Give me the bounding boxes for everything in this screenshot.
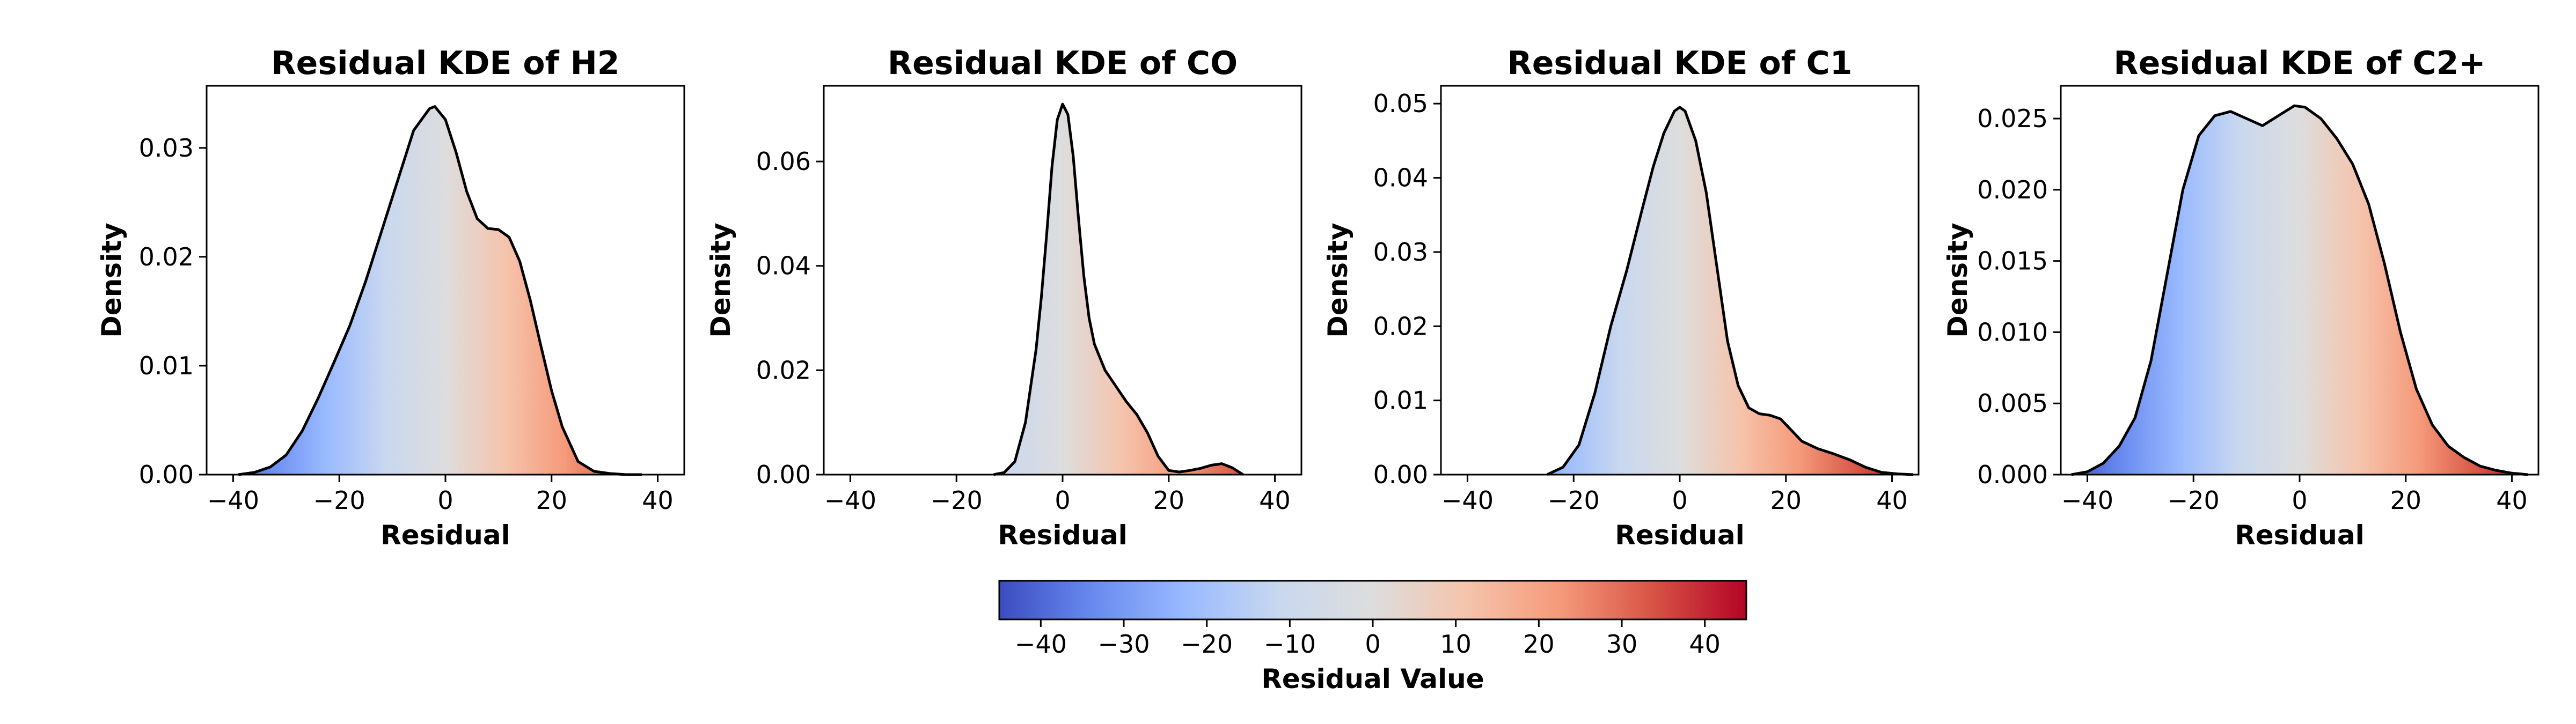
y-tick-label: 0.000	[1977, 460, 2048, 489]
x-tick-label: −40	[2061, 486, 2113, 515]
colorbar-gradient	[999, 581, 1746, 619]
colorbar-tick-label: −30	[1097, 630, 1150, 659]
kde-area	[1547, 107, 1914, 475]
y-tick-label: 0.01	[1373, 386, 1428, 415]
y-tick-label: 0.06	[756, 147, 811, 176]
kde-curve	[238, 105, 642, 476]
x-tick-label: 40	[2496, 486, 2528, 515]
kde-curve	[993, 102, 1244, 476]
y-tick-label: 0.015	[1977, 247, 2048, 276]
x-tick-label: −40	[207, 486, 259, 515]
x-tick-label: 20	[1153, 486, 1185, 515]
colorbar-tick-label: −20	[1181, 630, 1233, 659]
colorbar-tick-label: 30	[1606, 630, 1638, 659]
y-tick-label: 0.00	[756, 460, 811, 489]
y-axis-label: Density	[1942, 223, 1973, 337]
y-tick-label: 0.05	[1373, 89, 1428, 118]
y-tick-label: 0.02	[139, 242, 194, 271]
kde-curve	[2071, 104, 2528, 476]
y-axis-label: Density	[1322, 223, 1353, 337]
y-tick-label: 0.04	[756, 252, 811, 280]
colorbar-tick-label: 20	[1523, 630, 1555, 659]
y-axis-label: Density	[96, 223, 127, 337]
y-tick-label: 0.03	[1373, 238, 1428, 267]
x-tick-label: 40	[1259, 486, 1291, 515]
x-tick-label: −40	[824, 486, 876, 515]
y-tick-label: 0.02	[756, 356, 811, 385]
x-tick-label: 0	[1672, 486, 1687, 515]
y-axis-label: Density	[705, 223, 736, 337]
kde-panel-1: −40 −20 0 20 40 0.00 0.01 0.02 0.03 Residual KDE …	[96, 45, 685, 551]
kde-curve	[1546, 106, 1914, 476]
colorbar-tick-label: 40	[1689, 630, 1721, 659]
x-tick-label: −20	[1548, 486, 1600, 515]
kde-panel-3: −40 −20 0 20 40 0.00 0.01 0.02 0.03 0.04 0.05 Resid…	[1322, 45, 1920, 551]
x-tick-label: −20	[313, 486, 365, 515]
colorbar-tick-label: 0	[1365, 630, 1380, 659]
panel-title: Residual KDE of H2	[271, 45, 619, 82]
x-tick-label: 20	[2390, 486, 2422, 515]
colorbar-tick-label: −40	[1015, 630, 1067, 659]
x-tick-label: −20	[2168, 486, 2220, 515]
colorbar-tick-label: −10	[1264, 630, 1316, 659]
y-tick-label: 0.00	[1373, 460, 1428, 489]
y-tick-label: 0.01	[139, 351, 194, 380]
x-axis-label: Residual	[2235, 520, 2365, 551]
panel-title: Residual KDE of C2+	[2113, 45, 2485, 82]
x-tick-label: −20	[931, 486, 983, 515]
kde-panels: −40 −20 0 20 40 0.00 0.01 0.02 0.03 Residual KDE …	[96, 45, 2540, 551]
y-tick-label: 0.03	[139, 134, 194, 162]
colorbar-tick-label: 10	[1440, 630, 1472, 659]
kde-area	[238, 106, 642, 475]
y-tick-label: 0.005	[1977, 389, 2048, 418]
y-tick-label: 0.00	[139, 460, 194, 489]
x-axis-label: Residual	[998, 520, 1128, 551]
x-tick-label: −40	[1441, 486, 1494, 515]
y-tick-label: 0.020	[1977, 175, 2048, 204]
kde-panel-4: −40 −20 0 20 40 0.000 0.005 0.010 0.015 0.020 0.02…	[1942, 45, 2540, 551]
y-tick-label: 0.010	[1977, 317, 2048, 346]
x-axis-label: Residual	[1615, 520, 1745, 551]
colorbar-label: Residual Value	[1261, 663, 1484, 695]
x-tick-label: 40	[1876, 486, 1908, 515]
y-tick-label: 0.02	[1373, 312, 1428, 341]
panel-title: Residual KDE of CO	[888, 45, 1238, 82]
x-tick-label: 40	[642, 486, 674, 515]
x-tick-label: 20	[1770, 486, 1802, 515]
kde-area	[993, 104, 1243, 475]
panel-title: Residual KDE of C1	[1507, 45, 1853, 82]
x-tick-label: 0	[1055, 486, 1070, 515]
x-tick-label: 20	[536, 486, 568, 515]
y-tick-label: 0.025	[1977, 104, 2048, 133]
x-tick-label: 0	[2292, 486, 2307, 515]
kde-panel-2: −40 −20 0 20 40 0.00 0.02 0.04 0.06 Residual KDE …	[705, 45, 1302, 551]
colorbar: −40 −30 −20 −10 0 10 20 30 40 Residual Value	[998, 580, 1747, 695]
kde-area	[2071, 106, 2528, 475]
y-tick-label: 0.04	[1373, 164, 1428, 193]
x-axis-label: Residual	[380, 520, 510, 551]
x-tick-label: 0	[437, 486, 453, 515]
